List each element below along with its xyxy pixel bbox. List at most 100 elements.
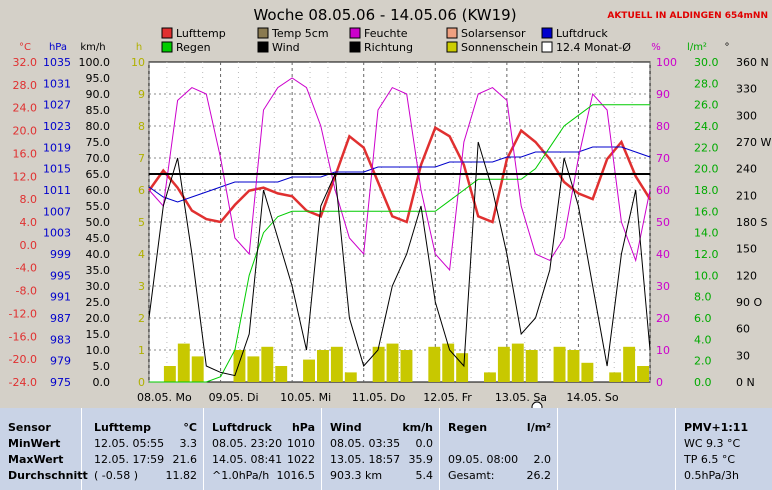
pressure-tick: 1007 <box>43 205 71 218</box>
sunshine-bar <box>581 362 594 382</box>
temp-tick: -16.0 <box>9 330 37 343</box>
sunshine-bar <box>609 372 622 382</box>
sunshine-bar <box>191 356 204 382</box>
direction-tick: 300 <box>736 109 757 122</box>
pressure-tick: 975 <box>50 376 71 389</box>
x-tick: 10.05. Mi <box>280 391 331 404</box>
pressure-tick: 1015 <box>43 163 71 176</box>
pressure-tick: 1003 <box>43 227 71 240</box>
rain-tick: 18.0 <box>694 184 719 197</box>
wind-head: Wind <box>330 421 362 434</box>
wind-tick: 35.0 <box>86 264 111 277</box>
wind-tick: 60.0 <box>86 184 111 197</box>
pressure-head: Luftdruck <box>212 421 272 434</box>
temp-tick: 4.0 <box>20 216 38 229</box>
pressure-tick: 1035 <box>43 56 71 69</box>
x-tick: 12.05. Fr <box>423 391 472 404</box>
legend-swatch <box>161 27 173 39</box>
temp-unit-head: °C <box>183 421 197 434</box>
pressure-tick: 987 <box>50 312 71 325</box>
legend-swatch <box>257 27 269 39</box>
sun-tick: 5 <box>138 216 145 229</box>
sunshine-bar <box>456 353 469 382</box>
wind-min-time: 08.05. 03:35 <box>330 437 401 450</box>
scroll-handle-icon[interactable] <box>531 401 543 408</box>
rain-tick: 16.0 <box>694 205 719 218</box>
rain-col: Regen l/m² 09.05. 08:00 2.0 Gesamt: 26.2 <box>440 408 558 490</box>
direction-tick: 360 N <box>736 56 769 69</box>
pressure-tick: 1027 <box>43 99 71 112</box>
direction-tick: 30 <box>736 349 750 362</box>
sunshine-bar <box>553 346 566 382</box>
rain-tick: 8.0 <box>694 291 712 304</box>
wind-max-val: 35.9 <box>408 453 434 466</box>
legend-label: 12.4 Monat-Ø <box>556 41 631 54</box>
x-axis-ticks: 08.05. Mo 09.05. Di 10.05. Mi 11.05. Do 12.0… <box>137 391 619 404</box>
temp-head: Lufttemp <box>94 421 151 434</box>
sunshine-bar <box>567 350 580 382</box>
wind-tick: 5.0 <box>93 360 111 373</box>
wind-tick: 15.0 <box>86 328 111 341</box>
legend-label: Lufttemp <box>176 27 226 40</box>
temp-tick: -24.0 <box>9 376 37 389</box>
direction-tick: 150 <box>736 243 757 256</box>
pmv-line-3: 0.5hPa/3h <box>684 469 740 482</box>
temp-trend: ( -0.58 ) <box>94 469 139 482</box>
wind-unit: km/h <box>80 42 105 53</box>
axis-units: °C hPa km/h h % l/m² ° <box>19 42 729 53</box>
sunshine-bar <box>386 343 399 382</box>
temp-tick: -20.0 <box>9 353 37 366</box>
wind-tick: 80.0 <box>86 120 111 133</box>
legend: Lufttemp Temp 5cm Feuchte Solarsensor Luftdr… <box>161 27 631 54</box>
wind-tick: 85.0 <box>86 104 111 117</box>
series-line-feuchte <box>148 77 651 272</box>
rain-tick: 0.0 <box>694 376 712 389</box>
direction-tick: 60 <box>736 323 750 336</box>
sun-tick: 2 <box>138 312 145 325</box>
sunshine-bars <box>163 343 649 382</box>
pmv-head: PMV+1:11 <box>684 421 749 434</box>
sun-tick: 8 <box>138 120 145 133</box>
temp-avg-val: 11.82 <box>165 469 198 482</box>
sunshine-bar <box>261 346 274 382</box>
pressure-tick: 1031 <box>43 77 71 90</box>
humidity-tick: 10 <box>656 344 670 357</box>
rain-unit-head: l/m² <box>526 421 551 434</box>
legend-label: Luftdruck <box>556 27 608 40</box>
temp-min-val: 3.3 <box>179 437 198 450</box>
sunshine-bar <box>497 346 510 382</box>
pressure-min-time: 08.05. 23:20 <box>212 437 283 450</box>
grid <box>148 62 651 382</box>
sun-tick: 0 <box>138 376 145 389</box>
wind-unit-head: km/h <box>402 421 433 434</box>
temp-max-time: 12.05. 17:59 <box>94 453 165 466</box>
wind-tick: 25.0 <box>86 296 111 309</box>
temp-tick: 16.0 <box>13 147 38 160</box>
sunshine-bar <box>400 350 413 382</box>
x-tick: 08.05. Mo <box>137 391 192 404</box>
direction-tick: 330 <box>736 83 757 96</box>
sunshine-bar <box>303 359 315 382</box>
direction-tick: 180 S <box>736 216 767 229</box>
legend-swatch <box>349 27 361 39</box>
temp-max-val: 21.6 <box>172 453 198 466</box>
pressure-tick: 1011 <box>43 184 71 197</box>
direction-tick: 120 <box>736 269 757 282</box>
wind-tick: 45.0 <box>86 232 111 245</box>
pressure-unit-head: hPa <box>291 421 315 434</box>
humidity-tick: 60 <box>656 184 670 197</box>
sunshine-bar <box>372 346 385 382</box>
pressure-tick: 983 <box>50 333 71 346</box>
wind-tick: 10.0 <box>86 344 111 357</box>
humidity-tick: 40 <box>656 248 670 261</box>
pressure-max-time: 14.05. 08:41 <box>212 453 283 466</box>
rain-head: Regen <box>448 421 488 434</box>
pressure-tick: 991 <box>50 291 71 304</box>
wind-tick: 65.0 <box>86 168 111 181</box>
rain-tick: 30.0 <box>694 56 719 69</box>
sun-tick: 6 <box>138 184 145 197</box>
pressure-tick: 1023 <box>43 120 71 133</box>
humidity-tick: 30 <box>656 280 670 293</box>
sunshine-bar <box>247 356 260 382</box>
sunshine-bar <box>330 346 343 382</box>
